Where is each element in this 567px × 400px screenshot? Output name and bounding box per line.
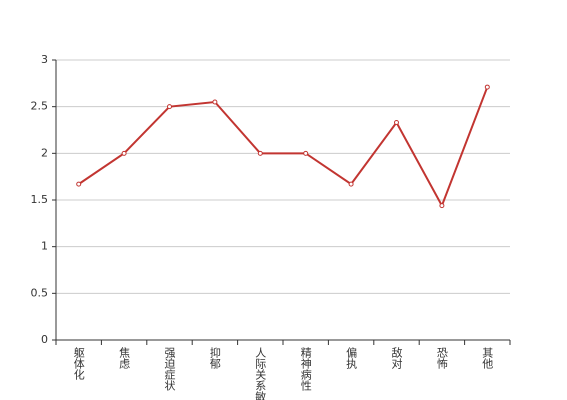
data-point — [121, 150, 127, 156]
x-tick-label: 焦虑 — [118, 347, 131, 369]
x-tick-label: 强迫症状 — [163, 347, 176, 391]
x-tick-label: 精神病性 — [299, 347, 312, 392]
y-tick-label: 2.5 — [31, 100, 49, 113]
data-point — [484, 84, 490, 90]
data-point — [257, 150, 263, 156]
data-point — [76, 181, 82, 187]
y-tick-label: 3 — [41, 53, 48, 66]
data-point — [394, 120, 399, 126]
y-tick-label: 0 — [41, 333, 48, 346]
data-point — [167, 104, 172, 110]
data-point — [303, 150, 309, 156]
y-tick-label: 2 — [41, 146, 48, 159]
x-tick-label: 恐怖 — [435, 347, 448, 369]
x-tick-label: 人际关系敏感 — [254, 347, 267, 400]
x-tick-label: 偏执 — [345, 346, 358, 370]
x-tick-label: 其他 — [481, 347, 494, 369]
x-tick-label: 敌对 — [390, 346, 403, 369]
data-point — [348, 181, 354, 187]
x-tick-label: 躯体化 — [72, 347, 85, 381]
y-tick-label: 1.5 — [31, 193, 49, 206]
series-line — [78, 86, 489, 208]
y-tick-label: 0.5 — [31, 286, 49, 299]
data-point — [212, 99, 218, 105]
y-tick-label: 1 — [41, 240, 48, 253]
data-point — [439, 203, 445, 209]
x-tick-label: 抑郁 — [208, 346, 221, 369]
